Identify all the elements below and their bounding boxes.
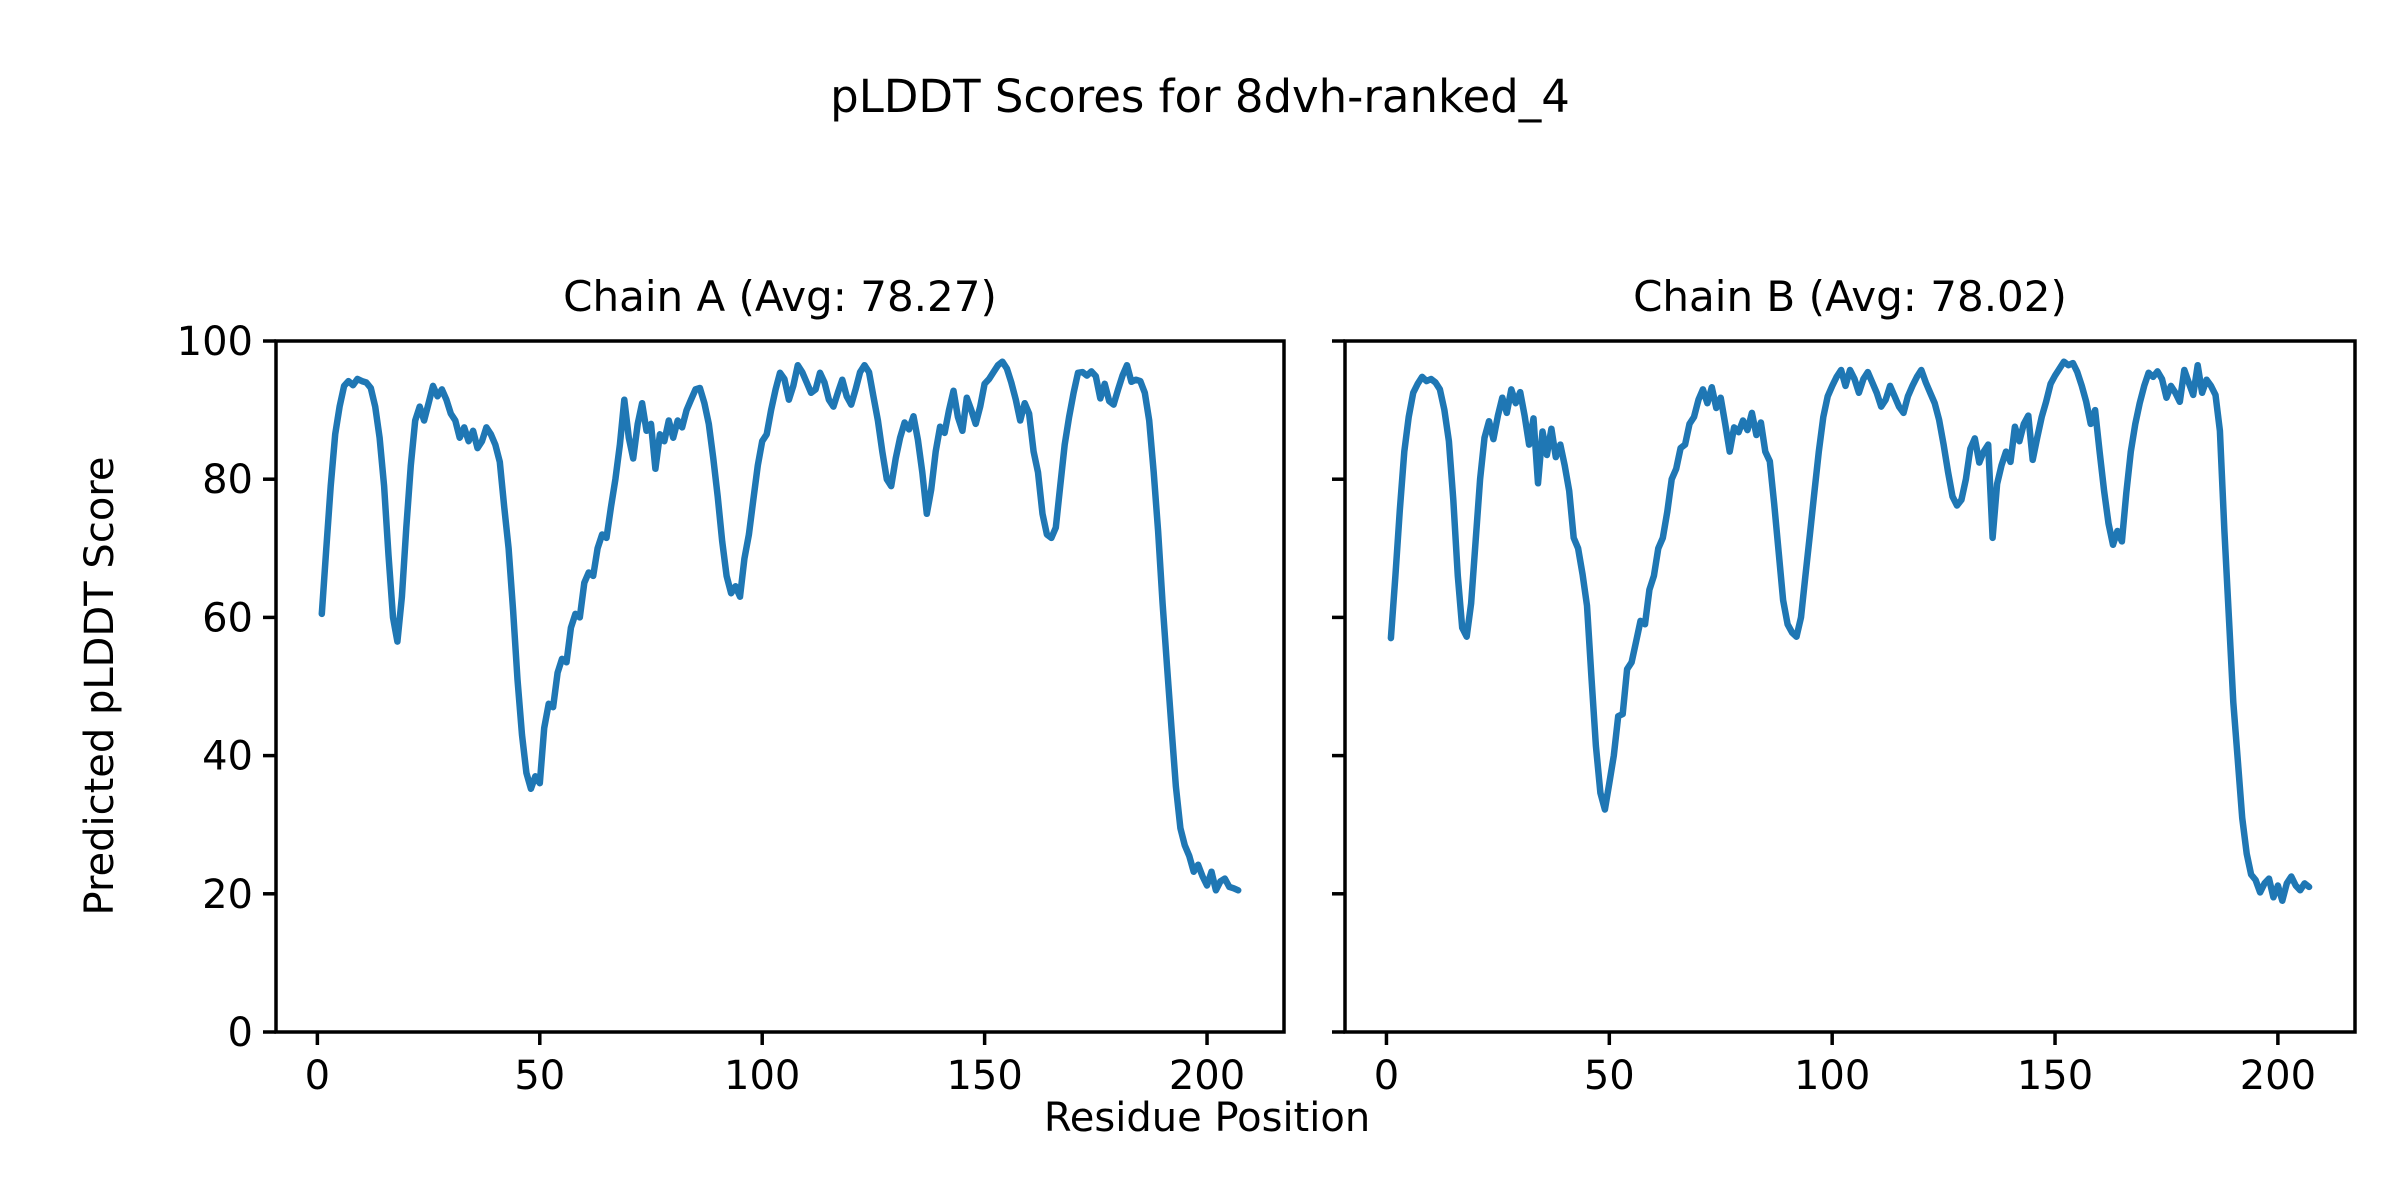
y-tick-label: 100	[177, 319, 253, 365]
y-tick-label: 40	[202, 734, 253, 780]
subplot-title-chain-b: Chain B (Avg: 78.02)	[1633, 272, 2067, 321]
x-tick-label: 100	[724, 1053, 800, 1099]
x-tick-label: 200	[2240, 1053, 2316, 1099]
x-tick-label: 0	[305, 1053, 330, 1099]
x-axis-label: Residue Position	[1043, 1095, 1371, 1141]
chain-a-line	[318, 358, 1242, 894]
y-tick-label: 60	[202, 595, 253, 641]
chain-a-plot: 0 50 100 150 200 0 20 40 60 80 100	[177, 319, 1286, 1099]
x-tick-label: 150	[946, 1053, 1022, 1099]
x-tick-label: 100	[1794, 1053, 1870, 1099]
figure-title: pLDDT Scores for 8dvh-ranked_4	[830, 70, 1570, 123]
x-tick-label: 150	[2017, 1053, 2093, 1099]
plot-spines	[1343, 339, 2357, 1034]
x-tick-label: 50	[1584, 1053, 1635, 1099]
x-tick-label: 200	[1169, 1053, 1245, 1099]
x-tick-label: 0	[1374, 1053, 1399, 1099]
x-tick-label: 50	[514, 1053, 565, 1099]
y-tick-label: 20	[202, 872, 253, 918]
y-axis-label: Predicted pLDDT Score	[77, 456, 123, 916]
subplot-title-chain-a: Chain A (Avg: 78.27)	[563, 272, 997, 321]
plot-spines	[274, 339, 1286, 1034]
y-tick-label: 0	[228, 1010, 253, 1056]
chain-b-line	[1387, 358, 2313, 904]
chain-b-plot: 0 50 100 150 200	[1332, 339, 2357, 1099]
y-tick-label: 80	[202, 457, 253, 503]
